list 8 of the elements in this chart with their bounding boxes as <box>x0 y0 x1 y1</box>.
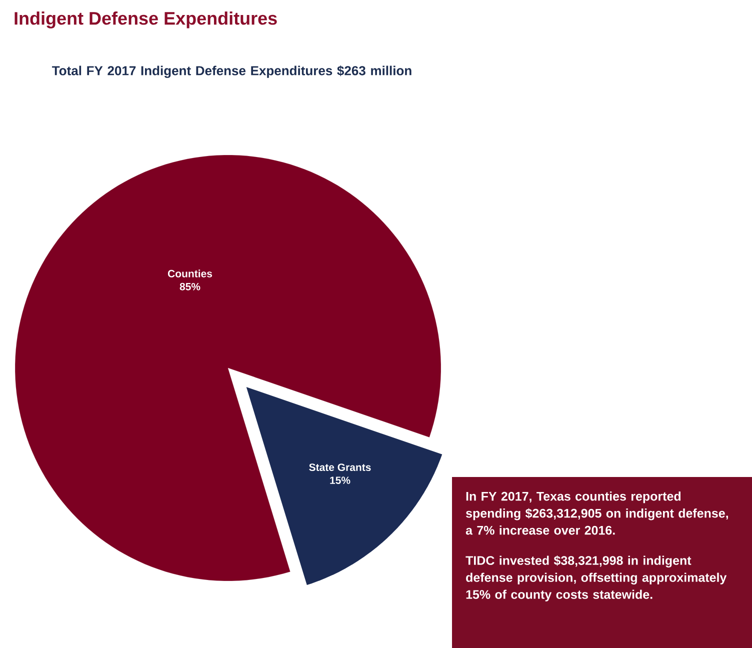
data-label: 85% <box>180 282 200 290</box>
slice-label: Counties <box>168 270 212 278</box>
data-label: 15% <box>330 476 350 484</box>
text: TIDC invested $38,321,998 in indigent defense provision, offsetting approximately 15% of county costs statewide. <box>466 556 727 602</box>
chart-title: Indigent Defense Expenditures <box>14 12 277 28</box>
chart-subtitle: Total FY 2017 Indigent Defense Expenditures $263 million <box>52 66 412 78</box>
slice-label: State Grants <box>309 464 371 472</box>
text: In FY 2017, Texas counties reported spending $263,312,905 on indigent defense, a 7% increase over 2016. <box>466 492 728 535</box>
